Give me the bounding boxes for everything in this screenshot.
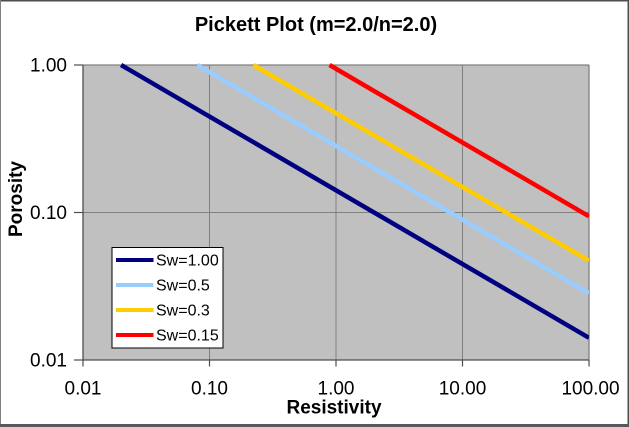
svg-text:Pickett Plot (m=2.0/n=2.0): Pickett Plot (m=2.0/n=2.0) [195, 14, 437, 36]
svg-text:100.00: 100.00 [561, 379, 619, 400]
svg-text:1.00: 1.00 [318, 379, 355, 400]
svg-text:0.10: 0.10 [191, 379, 228, 400]
svg-text:Sw=1.00: Sw=1.00 [156, 253, 219, 270]
svg-text:10.00: 10.00 [439, 379, 487, 400]
svg-text:0.10: 0.10 [30, 203, 67, 224]
svg-text:Sw=0.5: Sw=0.5 [156, 278, 210, 295]
svg-text:1.00: 1.00 [30, 56, 67, 77]
svg-text:Sw=0.15: Sw=0.15 [156, 328, 219, 345]
svg-text:0.01: 0.01 [30, 351, 67, 372]
svg-text:0.01: 0.01 [65, 379, 102, 400]
svg-text:Resistivity: Resistivity [286, 398, 381, 419]
svg-text:Sw=0.3: Sw=0.3 [156, 303, 210, 320]
svg-text:Porosity: Porosity [6, 161, 27, 237]
